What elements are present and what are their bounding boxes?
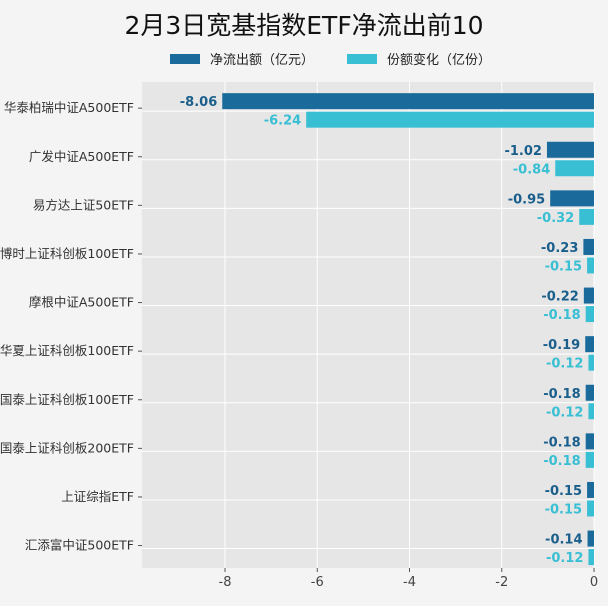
bar-net-outflow — [585, 433, 594, 450]
data-label: -1.02 — [504, 144, 541, 159]
category-label: 国泰上证科创板200ETF — [0, 440, 134, 455]
bar-share-change — [587, 500, 594, 517]
category-label: 博时上证科创板100ETF — [0, 246, 134, 261]
legend-item-net-outflow: 净流出额（亿元） — [170, 49, 314, 68]
bar-share-change — [585, 451, 594, 468]
bar-net-outflow — [546, 141, 594, 158]
data-label: -0.18 — [543, 387, 580, 402]
plot-background — [142, 82, 594, 568]
category-label: 汇添富中证500ETF — [25, 538, 134, 553]
legend-label: 份额变化（亿份） — [387, 53, 492, 68]
bar-share-change — [588, 403, 594, 420]
data-label: -0.84 — [513, 162, 550, 177]
category-label: 华夏上证科创板100ETF — [0, 343, 134, 358]
x-tick-label: -2 — [495, 575, 508, 590]
data-label: -6.24 — [264, 114, 301, 129]
bar-net-outflow — [585, 336, 594, 353]
x-tick-label: -4 — [403, 575, 416, 590]
bar-net-outflow — [222, 93, 595, 110]
legend-item-share-change: 份额变化（亿份） — [347, 49, 491, 68]
legend-swatch — [170, 53, 200, 64]
bar-net-outflow — [587, 530, 594, 547]
bar-share-change — [588, 549, 594, 566]
x-tick-label: -8 — [219, 575, 232, 590]
data-label: -0.15 — [545, 259, 582, 274]
bar-net-outflow — [585, 384, 594, 401]
bar-share-change — [585, 306, 594, 323]
data-label: -0.32 — [537, 211, 574, 226]
bar-share-change — [588, 354, 594, 371]
bar-net-outflow — [587, 481, 594, 498]
legend-label: 净流出额（亿元） — [210, 53, 315, 68]
category-label: 摩根中证A500ETF — [29, 295, 134, 310]
data-label: -0.18 — [543, 454, 580, 469]
category-label: 国泰上证科创板100ETF — [0, 392, 134, 407]
data-label: -0.15 — [545, 502, 582, 517]
bar-net-outflow — [550, 190, 594, 207]
data-label: -0.14 — [545, 533, 582, 548]
data-label: -0.19 — [543, 338, 580, 353]
bar-share-change — [579, 208, 594, 225]
category-label: 华泰柏瑞中证A500ETF — [4, 100, 134, 115]
category-label: 易方达上证50ETF — [33, 197, 134, 212]
x-tick-label: 0 — [590, 575, 598, 590]
bar-net-outflow — [583, 238, 594, 255]
bar-share-change — [306, 111, 594, 128]
data-label: -0.23 — [541, 241, 578, 256]
data-label: -0.22 — [541, 290, 578, 305]
data-label: -0.18 — [543, 308, 580, 323]
bar-net-outflow — [583, 287, 594, 304]
category-label: 广发中证A500ETF — [29, 149, 134, 164]
data-label: -8.06 — [180, 95, 217, 110]
bar-share-change — [555, 160, 594, 177]
data-label: -0.18 — [543, 435, 580, 450]
bar-share-change — [587, 257, 594, 274]
data-label: -0.12 — [546, 405, 583, 420]
data-label: -0.95 — [508, 192, 545, 207]
legend-swatch — [347, 53, 377, 64]
data-label: -0.12 — [546, 357, 583, 372]
data-label: -0.12 — [546, 551, 583, 566]
x-tick-label: -6 — [311, 575, 324, 590]
category-label: 上证综指ETF — [61, 489, 134, 504]
data-label: -0.15 — [545, 484, 582, 499]
chart-title: 2月3日宽基指数ETF净流出前10 — [124, 11, 484, 40]
